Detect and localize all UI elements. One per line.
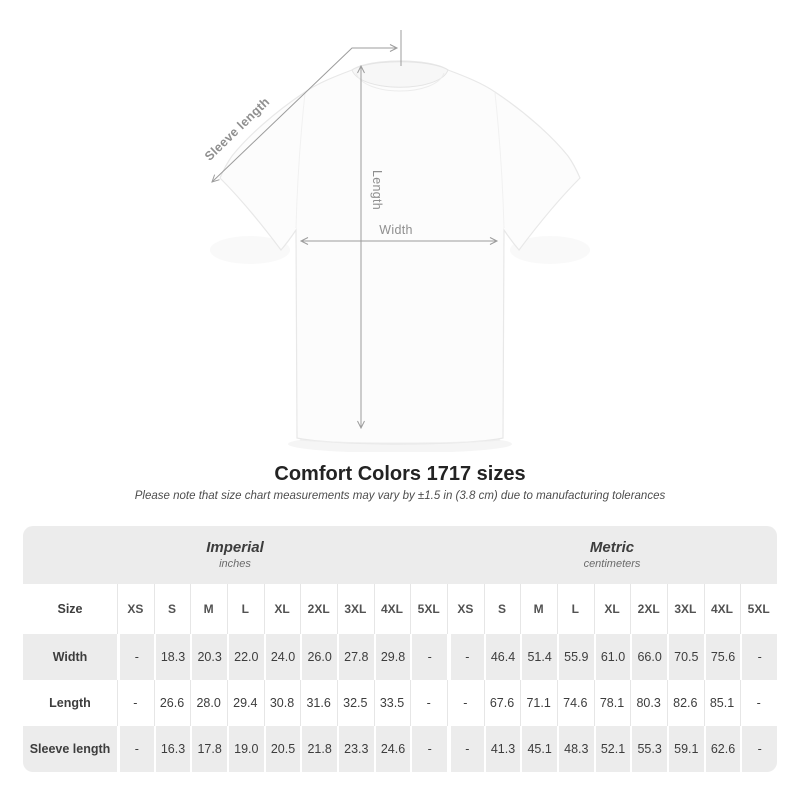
- length-label: Length: [370, 170, 384, 210]
- imperial-value-4xl: 29.8: [373, 634, 411, 680]
- imperial-value-xs: -: [117, 634, 154, 680]
- imperial-value-5xl: -: [410, 726, 447, 772]
- metric-value-3xl: 59.1: [667, 726, 704, 772]
- metric-value-5xl: -: [740, 680, 777, 726]
- imperial-value-3xl: 27.8: [337, 634, 374, 680]
- size-header-metric-5xl: 5XL: [740, 584, 777, 634]
- tolerance-note: Please note that size chart measurements…: [134, 490, 666, 502]
- imperial-value-l: 29.4: [227, 680, 264, 726]
- imperial-value-3xl: 32.5: [337, 680, 374, 726]
- metric-value-xs: -: [447, 680, 484, 726]
- imperial-unit: inches: [219, 558, 251, 570]
- metric-value-xs: -: [447, 634, 484, 680]
- size-chart-table: Imperial inches Metric centimeters Size …: [23, 526, 777, 772]
- size-header-metric-m: M: [520, 584, 557, 634]
- row-width: Width -18.3 20.3 22.0 24.0 26.0 27.8 29.8- -46.4…: [23, 634, 777, 680]
- metric-value-s: 46.4: [483, 634, 521, 680]
- imperial-value-3xl: 23.3: [337, 726, 374, 772]
- measurement-lines: [211, 30, 499, 430]
- metric-header: Metric centimeters: [447, 526, 777, 584]
- width-label: Width: [379, 223, 412, 237]
- row-label: Length: [49, 696, 91, 710]
- metric-value-s: 67.6: [484, 680, 521, 726]
- size-header-metric-s: S: [484, 584, 521, 634]
- unit-header-band: Imperial inches Metric centimeters: [23, 526, 777, 584]
- metric-value-4xl: 85.1: [704, 680, 741, 726]
- metric-value-2xl: 80.3: [630, 680, 667, 726]
- measurement-rows: Width -18.3 20.3 22.0 24.0 26.0 27.8 29.8- -46.4…: [23, 634, 777, 772]
- size-header-metric-xl: XL: [594, 584, 631, 634]
- imperial-value-2xl: 21.8: [300, 726, 337, 772]
- metric-value-l: 74.6: [557, 680, 594, 726]
- metric-value-4xl: 75.6: [703, 634, 741, 680]
- tshirt-diagram-svg: Sleeve length Length Width: [201, 30, 581, 445]
- row-label: Width: [23, 634, 117, 680]
- metric-value-l: 48.3: [557, 726, 594, 772]
- imperial-value-m: 20.3: [190, 634, 227, 680]
- imperial-value-4xl: 24.6: [373, 726, 411, 772]
- page-title: Comfort Colors 1717 sizes: [274, 463, 526, 485]
- metric-value-2xl: 66.0: [630, 634, 667, 680]
- size-header-imperial-xl: XL: [264, 584, 301, 634]
- size-header-metric-xs: XS: [447, 584, 484, 634]
- metric-value-xl: 52.1: [593, 726, 631, 772]
- size-header-imperial-xs: XS: [117, 584, 154, 634]
- size-column-header: Size: [57, 602, 83, 616]
- imperial-value-xs: -: [117, 680, 154, 726]
- metric-value-s: 41.3: [483, 726, 521, 772]
- imperial-value-s: 18.3: [153, 634, 191, 680]
- metric-value-xs: -: [447, 726, 484, 772]
- imperial-value-l: 22.0: [227, 634, 264, 680]
- imperial-value-s: 26.6: [154, 680, 191, 726]
- size-header-imperial-4xl: 4XL: [374, 584, 411, 634]
- size-header-metric-l: L: [557, 584, 594, 634]
- imperial-value-5xl: -: [410, 680, 447, 726]
- imperial-value-xs: -: [117, 726, 154, 772]
- size-header-imperial-l: L: [227, 584, 264, 634]
- size-header-imperial-m: M: [190, 584, 227, 634]
- size-header-metric-4xl: 4XL: [704, 584, 741, 634]
- metric-value-2xl: 55.3: [630, 726, 667, 772]
- metric-value-xl: 61.0: [593, 634, 631, 680]
- imperial-value-4xl: 33.5: [374, 680, 411, 726]
- metric-unit: centimeters: [583, 558, 641, 570]
- row-length: Length -26.6 28.0 29.4 30.8 31.6 32.5 33.5- -67.…: [23, 680, 777, 726]
- imperial-value-5xl: -: [410, 634, 447, 680]
- size-header-imperial-3xl: 3XL: [337, 584, 374, 634]
- imperial-value-xl: 30.8: [264, 680, 301, 726]
- metric-title: Metric: [589, 539, 635, 556]
- imperial-value-xl: 24.0: [263, 634, 301, 680]
- metric-value-5xl: -: [740, 634, 777, 680]
- size-diagram: Sleeve length Length Width: [201, 30, 581, 445]
- imperial-value-m: 28.0: [190, 680, 227, 726]
- metric-value-5xl: -: [740, 726, 777, 772]
- imperial-value-2xl: 26.0: [300, 634, 337, 680]
- size-header-imperial-5xl: 5XL: [410, 584, 447, 634]
- row-label: Sleeve length: [23, 726, 117, 772]
- metric-value-xl: 78.1: [594, 680, 631, 726]
- metric-value-m: 45.1: [520, 726, 557, 772]
- imperial-title: Imperial: [206, 539, 264, 556]
- size-header-metric-2xl: 2XL: [630, 584, 667, 634]
- metric-value-3xl: 70.5: [667, 634, 704, 680]
- metric-value-3xl: 82.6: [667, 680, 704, 726]
- imperial-value-l: 19.0: [227, 726, 264, 772]
- size-header-metric-3xl: 3XL: [667, 584, 704, 634]
- size-header-row: Size XS S M L XL 2XL 3XL 4XL 5XL XS S M L XL 2XL 3XL 4XL…: [23, 584, 777, 634]
- sleeve-length-arrow: [211, 44, 399, 183]
- imperial-value-m: 17.8: [190, 726, 227, 772]
- row-sleeve-length: Sleeve length -16.3 17.8 19.0 20.5 21.8 23.3 24…: [23, 726, 777, 772]
- metric-value-4xl: 62.6: [703, 726, 741, 772]
- imperial-header: Imperial inches: [23, 526, 447, 584]
- imperial-value-s: 16.3: [153, 726, 191, 772]
- metric-value-m: 51.4: [520, 634, 557, 680]
- size-header-imperial-2xl: 2XL: [300, 584, 337, 634]
- metric-value-l: 55.9: [557, 634, 594, 680]
- imperial-value-2xl: 31.6: [300, 680, 337, 726]
- imperial-value-xl: 20.5: [263, 726, 301, 772]
- size-header-imperial-s: S: [154, 584, 191, 634]
- metric-value-m: 71.1: [520, 680, 557, 726]
